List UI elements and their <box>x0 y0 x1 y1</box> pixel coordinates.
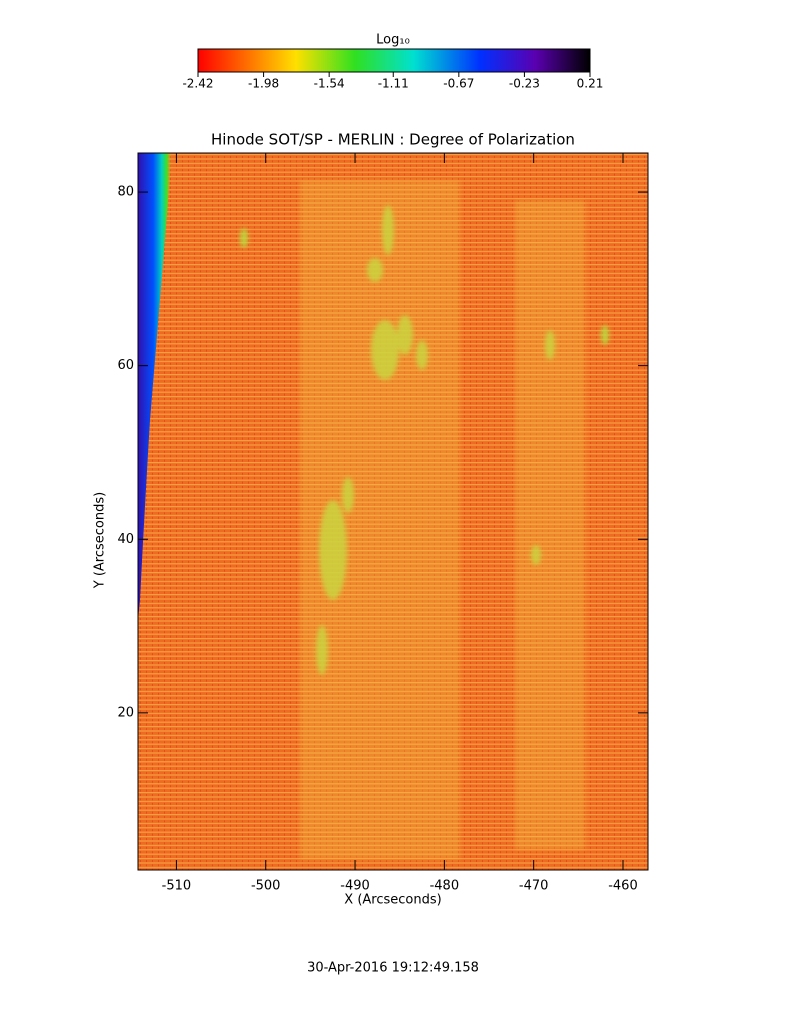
x-tick-label: -470 <box>519 879 549 894</box>
colorbar-tick-label: -0.67 <box>443 77 474 91</box>
colorbar-tick-label: -1.98 <box>248 77 279 91</box>
colorbar-tick-label: -1.54 <box>314 77 345 91</box>
x-tick-label: -500 <box>251 879 281 894</box>
y-tick-label: 40 <box>117 532 134 547</box>
colorbar-tick-label: -0.23 <box>509 77 540 91</box>
y-tick-label: 20 <box>117 705 134 720</box>
y-tick-label: 60 <box>117 358 134 373</box>
colorbar-tick-label: 0.21 <box>577 77 604 91</box>
colorbar-tick-label: -2.42 <box>182 77 213 91</box>
heatmap-image <box>138 153 648 870</box>
x-tick-label: -490 <box>340 879 370 894</box>
x-axis-label: X (Arcseconds) <box>344 893 441 908</box>
colorbar-label: Log₁₀ <box>376 33 410 48</box>
colorbar-tick-label: -1.11 <box>378 77 409 91</box>
x-tick-label: -510 <box>162 879 192 894</box>
colorbar <box>197 48 591 73</box>
chart-title: Hinode SOT/SP - MERLIN : Degree of Polar… <box>211 131 575 149</box>
y-axis-label: Y (Arcseconds) <box>93 492 108 589</box>
plot-frame <box>137 152 649 871</box>
x-tick-label: -460 <box>608 879 638 894</box>
x-tick-label: -480 <box>430 879 460 894</box>
footer-timestamp: 30-Apr-2016 19:12:49.158 <box>307 961 479 976</box>
y-tick-label: 80 <box>117 185 134 200</box>
